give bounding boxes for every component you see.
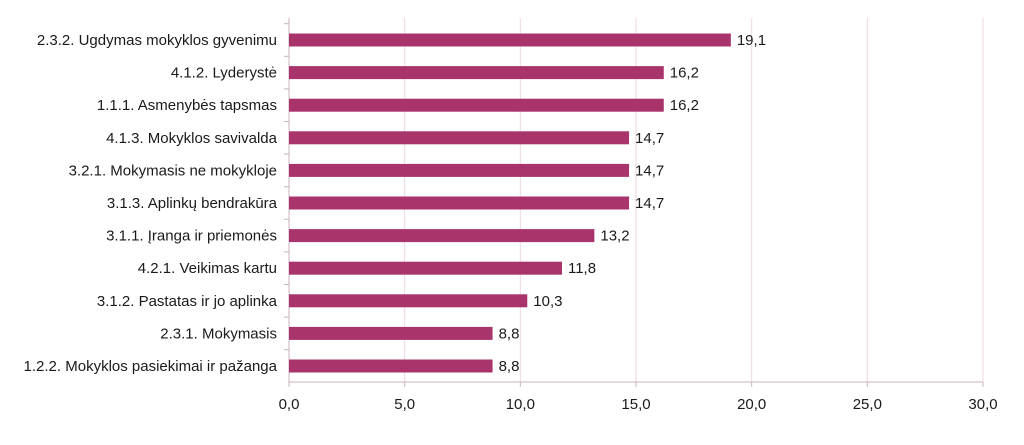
- data-label: 16,2: [670, 97, 699, 114]
- data-label: 13,2: [600, 228, 629, 245]
- bar: [289, 359, 493, 373]
- bar: [289, 33, 731, 47]
- label-layer: 0,0 5,0 10,0 15,0 20,0 25,0 30,0 2.3.2. Ugdymas…: [24, 32, 998, 413]
- bar: [289, 66, 664, 80]
- x-tick-label: 25,0: [853, 396, 882, 413]
- bar: [289, 229, 595, 243]
- bar: [289, 326, 493, 340]
- bar: [289, 261, 562, 275]
- bar: [289, 196, 630, 210]
- category-label: 1.2.2. Mokyklos pasiekimai ir pažanga: [24, 358, 278, 375]
- data-label: 8,8: [499, 325, 520, 342]
- data-label: 14,7: [635, 130, 664, 147]
- data-label: 14,7: [635, 162, 664, 179]
- data-label: 14,7: [635, 195, 664, 212]
- x-tick-label: 20,0: [737, 396, 766, 413]
- x-tick-label: 10,0: [506, 396, 535, 413]
- x-tick-label: 5,0: [394, 396, 415, 413]
- x-tick-label: 0,0: [279, 396, 300, 413]
- data-label: 10,3: [533, 293, 562, 310]
- category-label: 1.1.1. Asmenybės tapsmas: [97, 97, 277, 114]
- bar: [289, 163, 630, 177]
- category-label: 3.2.1. Mokymasis ne mokykloje: [69, 162, 277, 179]
- category-label: 4.1.2. Lyderystė: [171, 65, 277, 82]
- bar: [289, 294, 528, 308]
- category-label: 2.3.1. Mokymasis: [160, 325, 277, 342]
- data-label: 8,8: [499, 358, 520, 375]
- category-label: 4.1.3. Mokyklos savivalda: [106, 130, 278, 147]
- data-label: 11,8: [568, 260, 596, 277]
- data-label: 19,1: [737, 32, 766, 49]
- category-label: 3.1.1. Įranga ir priemonės: [106, 228, 277, 245]
- x-tick-label: 15,0: [621, 396, 650, 413]
- data-label: 16,2: [670, 65, 699, 82]
- category-label: 4.2.1. Veikimas kartu: [138, 260, 277, 277]
- bar-layer: [289, 33, 731, 373]
- bar: [289, 98, 664, 112]
- category-label: 2.3.2. Ugdymas mokyklos gyvenimu: [37, 32, 277, 49]
- category-label: 3.1.3. Aplinkų bendrakūra: [107, 195, 278, 212]
- x-tick-label: 30,0: [968, 396, 997, 413]
- bar: [289, 131, 630, 145]
- category-label: 3.1.2. Pastatas ir jo aplinka: [97, 293, 278, 310]
